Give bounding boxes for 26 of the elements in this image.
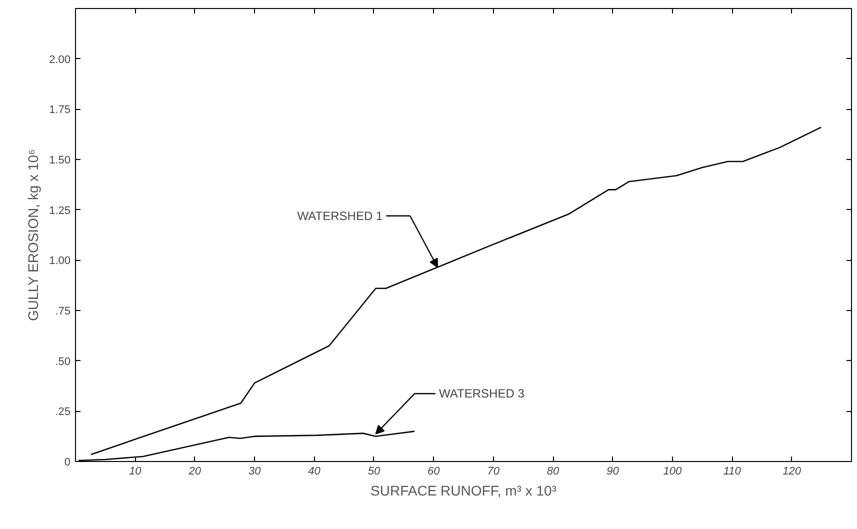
line-series [90, 126, 822, 456]
y-tick-label: .25 [55, 406, 71, 418]
annotation: WATERSHED 1 [297, 208, 383, 223]
x-tick-label: 30 [248, 466, 262, 478]
x-tick-label: 100 [663, 466, 682, 478]
y-tick-label: 2.00 [49, 54, 71, 66]
y-tick-label: 1.50 [49, 154, 71, 166]
x-tick-label: 60 [428, 466, 441, 478]
y-tick-label: 1.75 [49, 104, 71, 116]
x-tick-label: 80 [546, 466, 560, 478]
annotation: WATERSHED 3 [439, 386, 525, 401]
y-tick-label: 1.00 [49, 255, 71, 268]
x-tick-label: 120 [782, 466, 802, 478]
x-tick-label: 40 [308, 466, 322, 478]
x-axis-title: SURFACE RUNOFF, m³ x 10³ [370, 482, 557, 498]
x-tick-label: 70 [487, 466, 500, 478]
y-tick-label: 1.25 [49, 204, 71, 217]
x-tick-label: 90 [606, 466, 620, 478]
x-tick-label: 10 [129, 466, 142, 478]
y-tick-label: .75 [55, 306, 71, 318]
y-axis-title: GULLY EROSION, kg x 10⁶ [25, 149, 42, 322]
x-tick-label: 50 [368, 466, 381, 478]
x-tick-label: 110 [723, 466, 742, 478]
y-tick-label: .50 [55, 356, 71, 368]
x-tick-label: 20 [188, 466, 202, 478]
y-tick-label: 0 [64, 456, 71, 468]
